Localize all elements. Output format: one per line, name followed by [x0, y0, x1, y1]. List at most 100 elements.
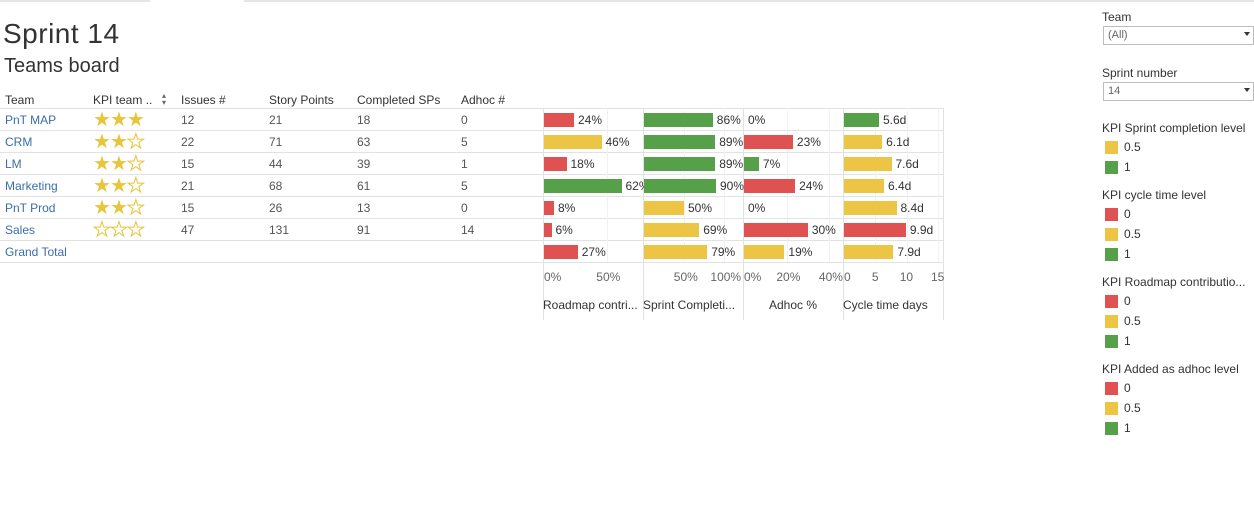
bar-value-label: 6.4d [888, 179, 912, 193]
issues-count: 12 [181, 113, 195, 127]
sprint-filter-select[interactable]: 14 [1103, 82, 1254, 101]
active-tab[interactable] [150, 0, 244, 2]
column-header-adhoc[interactable]: Adhoc # [461, 93, 506, 107]
axis-title[interactable]: Adhoc % [768, 298, 818, 312]
star-empty-icon: ★ [126, 153, 145, 175]
team-link[interactable]: LM [5, 157, 22, 171]
axis-tick-label: 5 [871, 270, 879, 284]
axis-tick-label: 40% [818, 270, 843, 284]
bar-roadmap-contri[interactable] [544, 201, 554, 215]
table-row: PnT Prod ★★★ 15 26 13 0 [0, 197, 943, 219]
team-filter-select[interactable]: (All) [1103, 26, 1254, 45]
bar-roadmap-contri[interactable] [544, 223, 552, 237]
legend-swatch[interactable] [1105, 141, 1118, 154]
table-row: Marketing ★★★ 21 68 61 5 [0, 175, 943, 197]
star-filled-icon: ★ [93, 175, 111, 197]
bar-sprint-completi[interactable] [644, 245, 708, 259]
legend-swatch[interactable] [1105, 382, 1118, 395]
bar-adhoc[interactable] [744, 245, 785, 259]
gridline [906, 108, 908, 262]
legend-item-label: 0.5 [1124, 227, 1141, 241]
top-tab-strip [0, 0, 1254, 2]
kpi-star-rating: ★★★ [93, 153, 145, 175]
sprint-filter-value: 14 [1108, 85, 1121, 97]
legend-item-label: 0.5 [1124, 140, 1141, 154]
team-link[interactable]: Grand Total [5, 245, 67, 259]
star-empty-icon: ★ [126, 175, 145, 197]
bar-value-label: 24% [799, 179, 824, 193]
legend-swatch[interactable] [1105, 335, 1118, 348]
bar-value-label: 46% [605, 135, 630, 149]
bar-adhoc[interactable] [744, 157, 759, 171]
bar-sprint-completi[interactable] [644, 157, 716, 171]
bar-cycle-time-days[interactable] [844, 135, 883, 149]
bar-adhoc[interactable] [744, 179, 796, 193]
column-header-issues[interactable]: Issues # [181, 93, 226, 107]
bar-sprint-completi[interactable] [644, 113, 713, 127]
story-points-value: 71 [269, 135, 283, 149]
bar-cycle-time-days[interactable] [844, 201, 897, 215]
axis-title[interactable]: Cycle time days [843, 298, 928, 312]
bar-value-label: 89% [719, 135, 744, 149]
team-link[interactable]: CRM [5, 135, 33, 149]
issues-count: 47 [181, 223, 195, 237]
kpi-star-rating: ★★★ [93, 110, 145, 130]
sort-ascending-icon[interactable]: ▴ ▾ [161, 91, 166, 107]
bar-value-label: 86% [716, 113, 741, 127]
column-header-story-points[interactable]: Story Points [269, 93, 334, 107]
bar-cycle-time-days[interactable] [844, 157, 892, 171]
team-link[interactable]: PnT MAP [5, 113, 57, 127]
bar-adhoc[interactable] [744, 135, 793, 149]
axis-title[interactable]: Roadmap contri... [543, 298, 638, 312]
legend-swatch[interactable] [1105, 248, 1118, 261]
column-header-team[interactable]: Team [5, 93, 35, 107]
legend-title: KPI Roadmap contributio... [1102, 275, 1246, 289]
legend-swatch[interactable] [1105, 315, 1118, 328]
pane-divider [843, 108, 844, 320]
star-empty-icon: ★ [109, 219, 128, 241]
bar-roadmap-contri[interactable] [544, 179, 622, 193]
legend-swatch[interactable] [1105, 422, 1118, 435]
bar-cycle-time-days[interactable] [844, 113, 879, 127]
bar-roadmap-contri[interactable] [544, 135, 602, 149]
star-empty-icon: ★ [126, 197, 145, 219]
completed-sps-value: 61 [357, 179, 371, 193]
bar-roadmap-contri[interactable] [544, 113, 574, 127]
bar-adhoc[interactable] [744, 223, 808, 237]
bar-value-label: 27% [581, 245, 606, 259]
bar-sprint-completi[interactable] [644, 135, 716, 149]
bar-sprint-completi[interactable] [644, 179, 716, 193]
bar-roadmap-contri[interactable] [544, 245, 578, 259]
team-link[interactable]: Sales [5, 223, 36, 237]
story-points-value: 68 [269, 179, 283, 193]
column-header-kpi-team[interactable]: KPI team .. [93, 93, 153, 107]
table-row: PnT MAP ★★★ 12 21 18 0 [0, 109, 943, 131]
bar-value-label: 90% [720, 179, 745, 193]
table-row: Grand Total [0, 241, 943, 263]
bar-cycle-time-days[interactable] [844, 179, 884, 193]
bar-sprint-completi[interactable] [644, 201, 684, 215]
bar-roadmap-contri[interactable] [544, 157, 567, 171]
bar-sprint-completi[interactable] [644, 223, 700, 237]
adhoc-count: 1 [461, 157, 468, 171]
story-points-value: 26 [269, 201, 283, 215]
legend-swatch[interactable] [1105, 402, 1118, 415]
bar-value-label: 89% [719, 157, 744, 171]
column-header-completed-sps[interactable]: Completed SPs [357, 93, 441, 107]
team-link[interactable]: Marketing [5, 179, 58, 193]
legend-swatch[interactable] [1105, 295, 1118, 308]
bar-value-label: 8.4d [900, 201, 924, 215]
axis-tick-label: 15 [930, 270, 945, 284]
legend-swatch[interactable] [1105, 228, 1118, 241]
legend-swatch[interactable] [1105, 161, 1118, 174]
bar-cycle-time-days[interactable] [844, 245, 894, 259]
table-row: CRM ★★★ 22 71 63 5 [0, 131, 943, 153]
issues-count: 15 [181, 157, 195, 171]
axis-title[interactable]: Sprint Completi... [643, 298, 736, 312]
legend-swatch[interactable] [1105, 208, 1118, 221]
bar-cycle-time-days[interactable] [844, 223, 906, 237]
bar-value-label: 6% [555, 223, 573, 237]
team-link[interactable]: PnT Prod [5, 201, 56, 215]
legend-item-label: 1 [1124, 334, 1131, 348]
bar-value-label: 30% [811, 223, 836, 237]
